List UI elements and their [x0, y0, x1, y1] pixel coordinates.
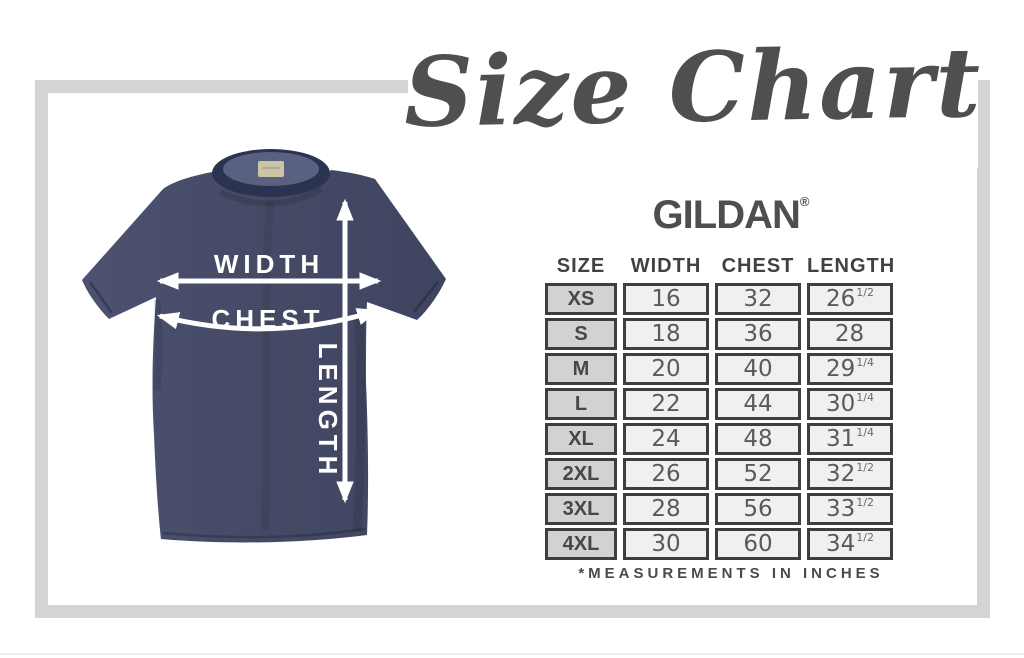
table-row: L 22 44 301/4: [545, 388, 893, 420]
width-value: 20: [623, 353, 709, 385]
length-whole: 31: [826, 426, 856, 452]
left-sleeve-hem: [88, 281, 114, 314]
length-fraction: 1/4: [856, 426, 874, 439]
right-sleeve-hem: [413, 281, 439, 313]
center-crease-shading: [261, 201, 274, 531]
length-whole: 34: [826, 531, 856, 557]
table-row: XS 16 32 261/2: [545, 283, 893, 315]
size-label: S: [545, 318, 617, 350]
length-value: 28: [807, 318, 893, 350]
width-value: 30: [623, 528, 709, 560]
table-row: XL 24 48 311/4: [545, 423, 893, 455]
size-table-panel: GILDAN® SIZE WIDTH CHEST LENGTH XS 16 32…: [545, 193, 917, 613]
length-fraction: 1/2: [856, 461, 874, 474]
table-row: S 18 36 28: [545, 318, 893, 350]
length-whole: 29: [826, 356, 856, 382]
width-value: 28: [623, 493, 709, 525]
length-whole: 33: [826, 496, 856, 522]
size-label: XS: [545, 283, 617, 315]
chest-arrow: [156, 308, 380, 332]
chest-label: CHEST: [211, 304, 324, 334]
chest-value: 52: [715, 458, 801, 490]
size-label: 4XL: [545, 528, 617, 560]
measurement-arrows: [156, 198, 382, 504]
header-size: SIZE: [556, 255, 606, 277]
length-value: 261/2: [807, 283, 893, 315]
size-label: M: [545, 353, 617, 385]
width-value: 26: [623, 458, 709, 490]
page-title: Size Chart: [402, 25, 984, 149]
length-value: 311/4: [807, 423, 893, 455]
length-fraction: 1/4: [856, 391, 874, 404]
length-fraction: 1/2: [856, 286, 874, 299]
size-label: 2XL: [545, 458, 617, 490]
length-fraction: 1/4: [856, 356, 874, 369]
header-chest: CHEST: [721, 255, 795, 277]
chest-value: 60: [715, 528, 801, 560]
brand-name: GILDAN: [652, 193, 801, 237]
length-whole: 32: [826, 461, 856, 487]
tshirt-body: [82, 170, 446, 543]
length-value: 341/2: [807, 528, 893, 560]
header-width: WIDTH: [630, 255, 702, 277]
chest-value: 56: [715, 493, 801, 525]
under-collar-shading: [218, 186, 324, 207]
length-fraction: 1/2: [856, 496, 874, 509]
table-row: M 20 40 291/4: [545, 353, 893, 385]
tshirt-svg: WIDTH CHEST LENGTH: [82, 149, 446, 543]
brand-logo: GILDAN®: [545, 193, 917, 238]
measurements-footnote: *MEASUREMENTS IN INCHES: [578, 565, 884, 582]
length-fraction: 1/2: [856, 531, 874, 544]
length-label: LENGTH: [313, 343, 343, 480]
bottom-hem: [162, 527, 366, 539]
size-label: 3XL: [545, 493, 617, 525]
chest-value: 40: [715, 353, 801, 385]
length-value: 331/2: [807, 493, 893, 525]
table-row: 4XL 30 60 341/2: [545, 528, 893, 560]
size-table: XS 16 32 261/2 S 18 36 28 M 20 40 291/4: [539, 280, 899, 563]
left-underarm-shading: [153, 299, 163, 391]
tshirt-diagram: WIDTH CHEST LENGTH: [60, 130, 460, 545]
table-row: 3XL 28 56 331/2: [545, 493, 893, 525]
table-column-headers: SIZE WIDTH CHEST LENGTH: [545, 255, 896, 278]
table-row: 2XL 26 52 321/2: [545, 458, 893, 490]
size-label: L: [545, 388, 617, 420]
neck-tag: [258, 161, 284, 177]
chest-value: 44: [715, 388, 801, 420]
collar: [212, 149, 330, 197]
chest-value: 48: [715, 423, 801, 455]
width-value: 22: [623, 388, 709, 420]
length-whole: 28: [834, 321, 865, 347]
length-value: 291/4: [807, 353, 893, 385]
right-side-shading: [352, 311, 366, 532]
width-label: WIDTH: [214, 249, 324, 279]
size-label: XL: [545, 423, 617, 455]
length-whole: 30: [826, 391, 856, 417]
width-value: 24: [623, 423, 709, 455]
registered-trademark-icon: ®: [799, 194, 810, 209]
width-value: 18: [623, 318, 709, 350]
header-length: LENGTH: [807, 255, 896, 277]
length-value: 321/2: [807, 458, 893, 490]
bottom-divider: [0, 653, 1024, 655]
chest-value: 32: [715, 283, 801, 315]
chest-value: 36: [715, 318, 801, 350]
length-value: 301/4: [807, 388, 893, 420]
length-whole: 26: [826, 286, 856, 312]
title-box: Size Chart: [403, 6, 983, 168]
width-value: 16: [623, 283, 709, 315]
